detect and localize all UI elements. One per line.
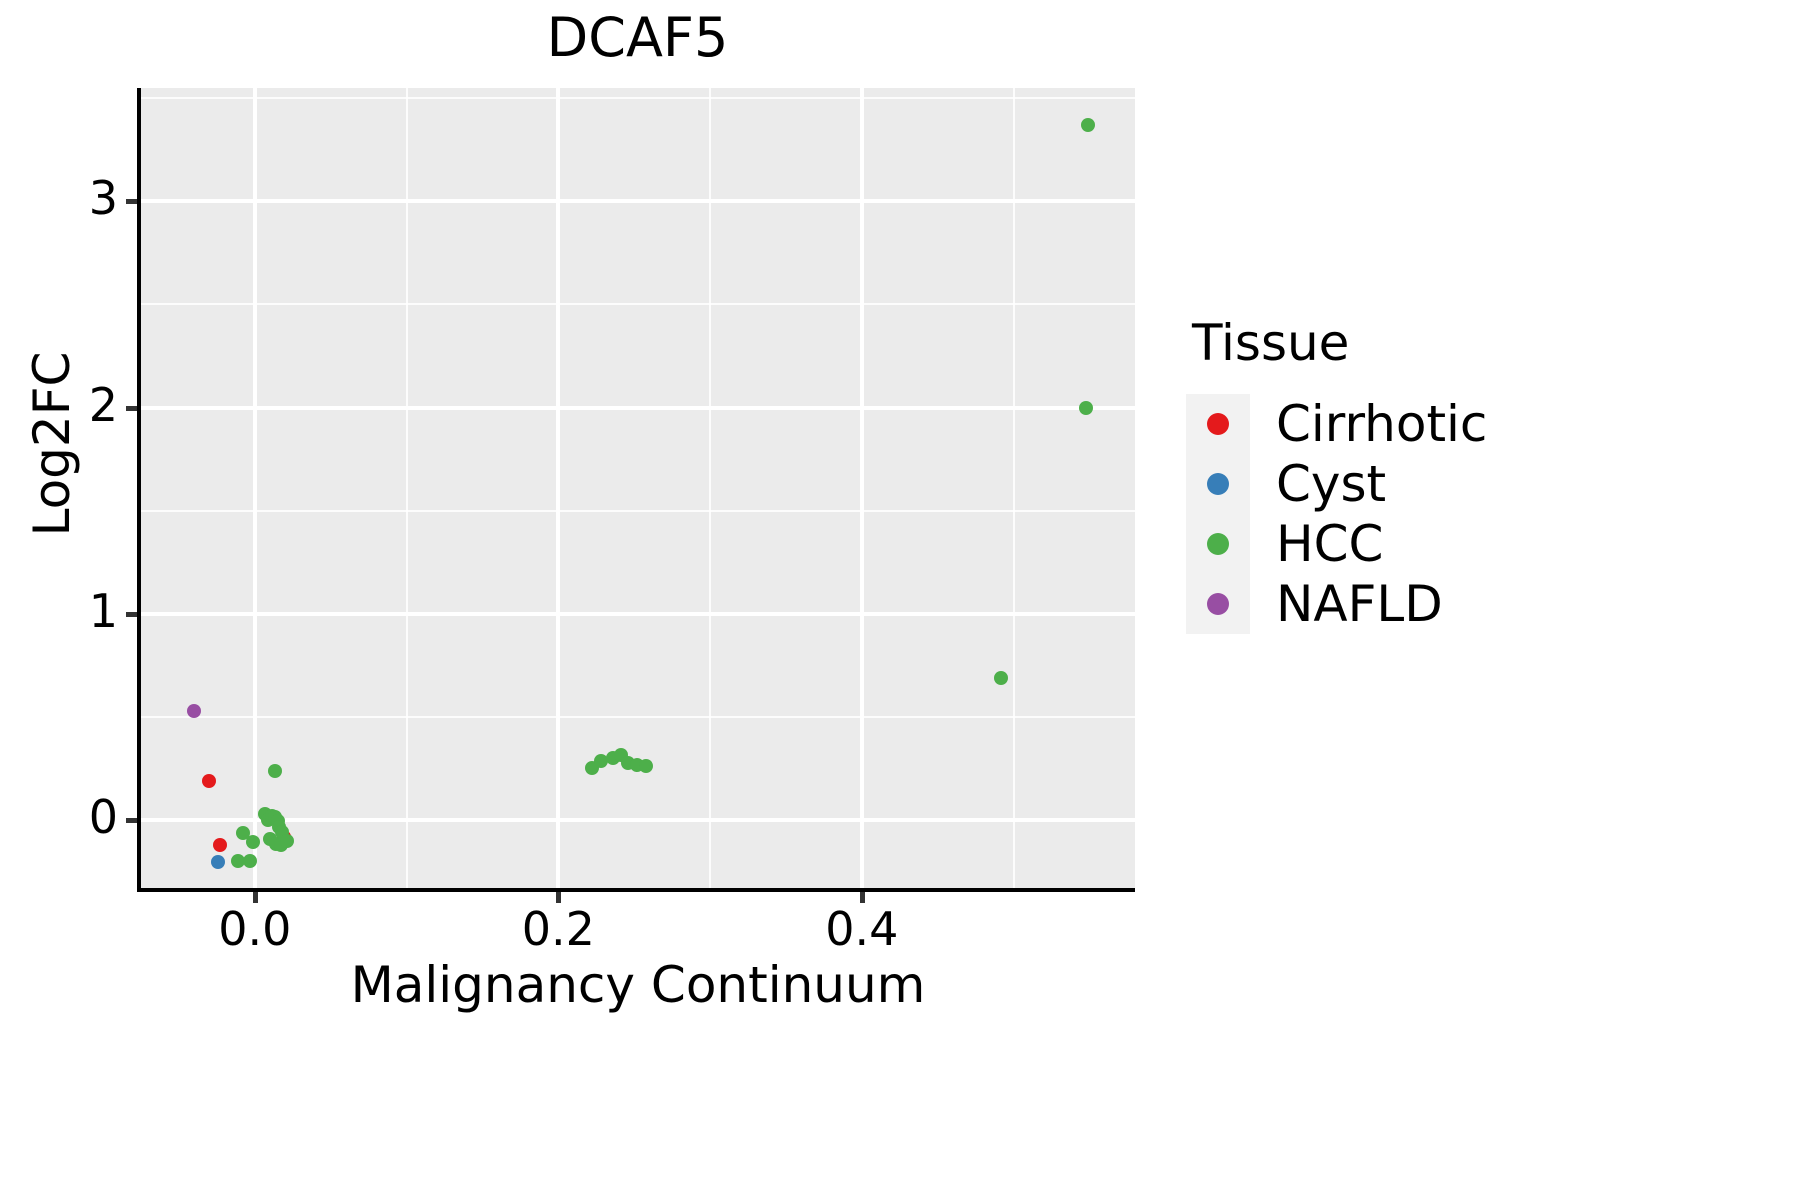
x-tick-mark: [859, 892, 865, 903]
x-axis-label: Malignancy Continuum: [350, 956, 926, 1014]
data-point-hcc: [235, 826, 250, 841]
data-point-hcc: [1080, 118, 1095, 133]
gridline-major-horizontal: [141, 405, 1135, 410]
legend-item-label: Cyst: [1276, 455, 1387, 513]
legend-dot-icon: [1207, 473, 1229, 495]
data-point-hcc: [1079, 400, 1094, 415]
x-tick-label: 0.0: [218, 902, 292, 956]
data-point-hcc: [994, 670, 1009, 685]
y-tick-mark: [126, 611, 137, 617]
gridline-major-horizontal: [141, 611, 1135, 616]
legend-key-swatch: [1186, 514, 1250, 574]
legend-key-swatch: [1186, 574, 1250, 634]
y-tick-mark: [126, 817, 137, 823]
data-point-hcc: [639, 758, 654, 773]
chart-title: DCAF5: [546, 6, 729, 69]
y-tick-mark: [126, 405, 137, 411]
legend-dot-icon: [1207, 413, 1229, 435]
data-point-hcc: [243, 854, 258, 869]
gridline-minor-vertical: [1012, 88, 1015, 888]
legend-title: Tissue: [1192, 314, 1350, 372]
data-point-hcc: [231, 854, 246, 869]
x-tick-mark: [252, 892, 258, 903]
legend-dot-icon: [1207, 533, 1229, 555]
data-point-cirrhotic: [202, 773, 217, 788]
legend-key-swatch: [1186, 394, 1250, 454]
data-point-cirrhotic: [212, 837, 227, 852]
gridline-major-vertical: [252, 88, 257, 888]
legend-item-hcc[interactable]: HCC: [1186, 514, 1786, 574]
legend-dot-icon: [1207, 593, 1229, 615]
gridline-major-horizontal: [141, 817, 1135, 822]
y-axis-line: [137, 88, 141, 888]
legend-entries: Cirrhotic Cyst HCC NAFLD: [1186, 394, 1786, 634]
legend-item-cirrhotic[interactable]: Cirrhotic: [1186, 394, 1786, 454]
x-tick-label: 0.4: [825, 902, 899, 956]
gridline-major-vertical: [556, 88, 561, 888]
data-point-hcc: [267, 763, 282, 778]
gridline-minor-horizontal: [141, 303, 1135, 306]
gridline-minor-vertical: [405, 88, 408, 888]
y-tick-label: 2: [88, 377, 118, 432]
x-axis-line: [137, 888, 1135, 892]
data-point-cyst: [211, 854, 226, 869]
data-point-hcc: [279, 833, 294, 848]
y-tick-label: 1: [88, 583, 118, 638]
x-tick-mark: [556, 892, 562, 903]
y-tick-mark: [126, 199, 137, 205]
legend-key-swatch: [1186, 454, 1250, 514]
plot-panel: [141, 88, 1135, 888]
legend-item-label: NAFLD: [1276, 575, 1443, 633]
gridline-minor-vertical: [709, 88, 712, 888]
gridline-minor-horizontal: [141, 509, 1135, 512]
y-tick-label: 3: [88, 171, 118, 226]
gridline-major-horizontal: [141, 199, 1135, 204]
legend-item-cyst[interactable]: Cyst: [1186, 454, 1786, 514]
data-point-nafld: [187, 703, 202, 718]
gridline-major-vertical: [859, 88, 864, 888]
data-point-hcc: [246, 834, 261, 849]
legend-item-label: HCC: [1276, 515, 1384, 573]
legend-item-label: Cirrhotic: [1276, 395, 1488, 453]
legend-item-nafld[interactable]: NAFLD: [1186, 574, 1786, 634]
x-tick-label: 0.2: [521, 902, 595, 956]
gridline-minor-horizontal: [141, 97, 1135, 100]
y-tick-label: 0: [88, 789, 118, 844]
gridline-minor-horizontal: [141, 715, 1135, 718]
data-point-hcc: [593, 754, 608, 769]
legend: Tissue Cirrhotic Cyst HCC NAFLD: [1186, 318, 1786, 634]
